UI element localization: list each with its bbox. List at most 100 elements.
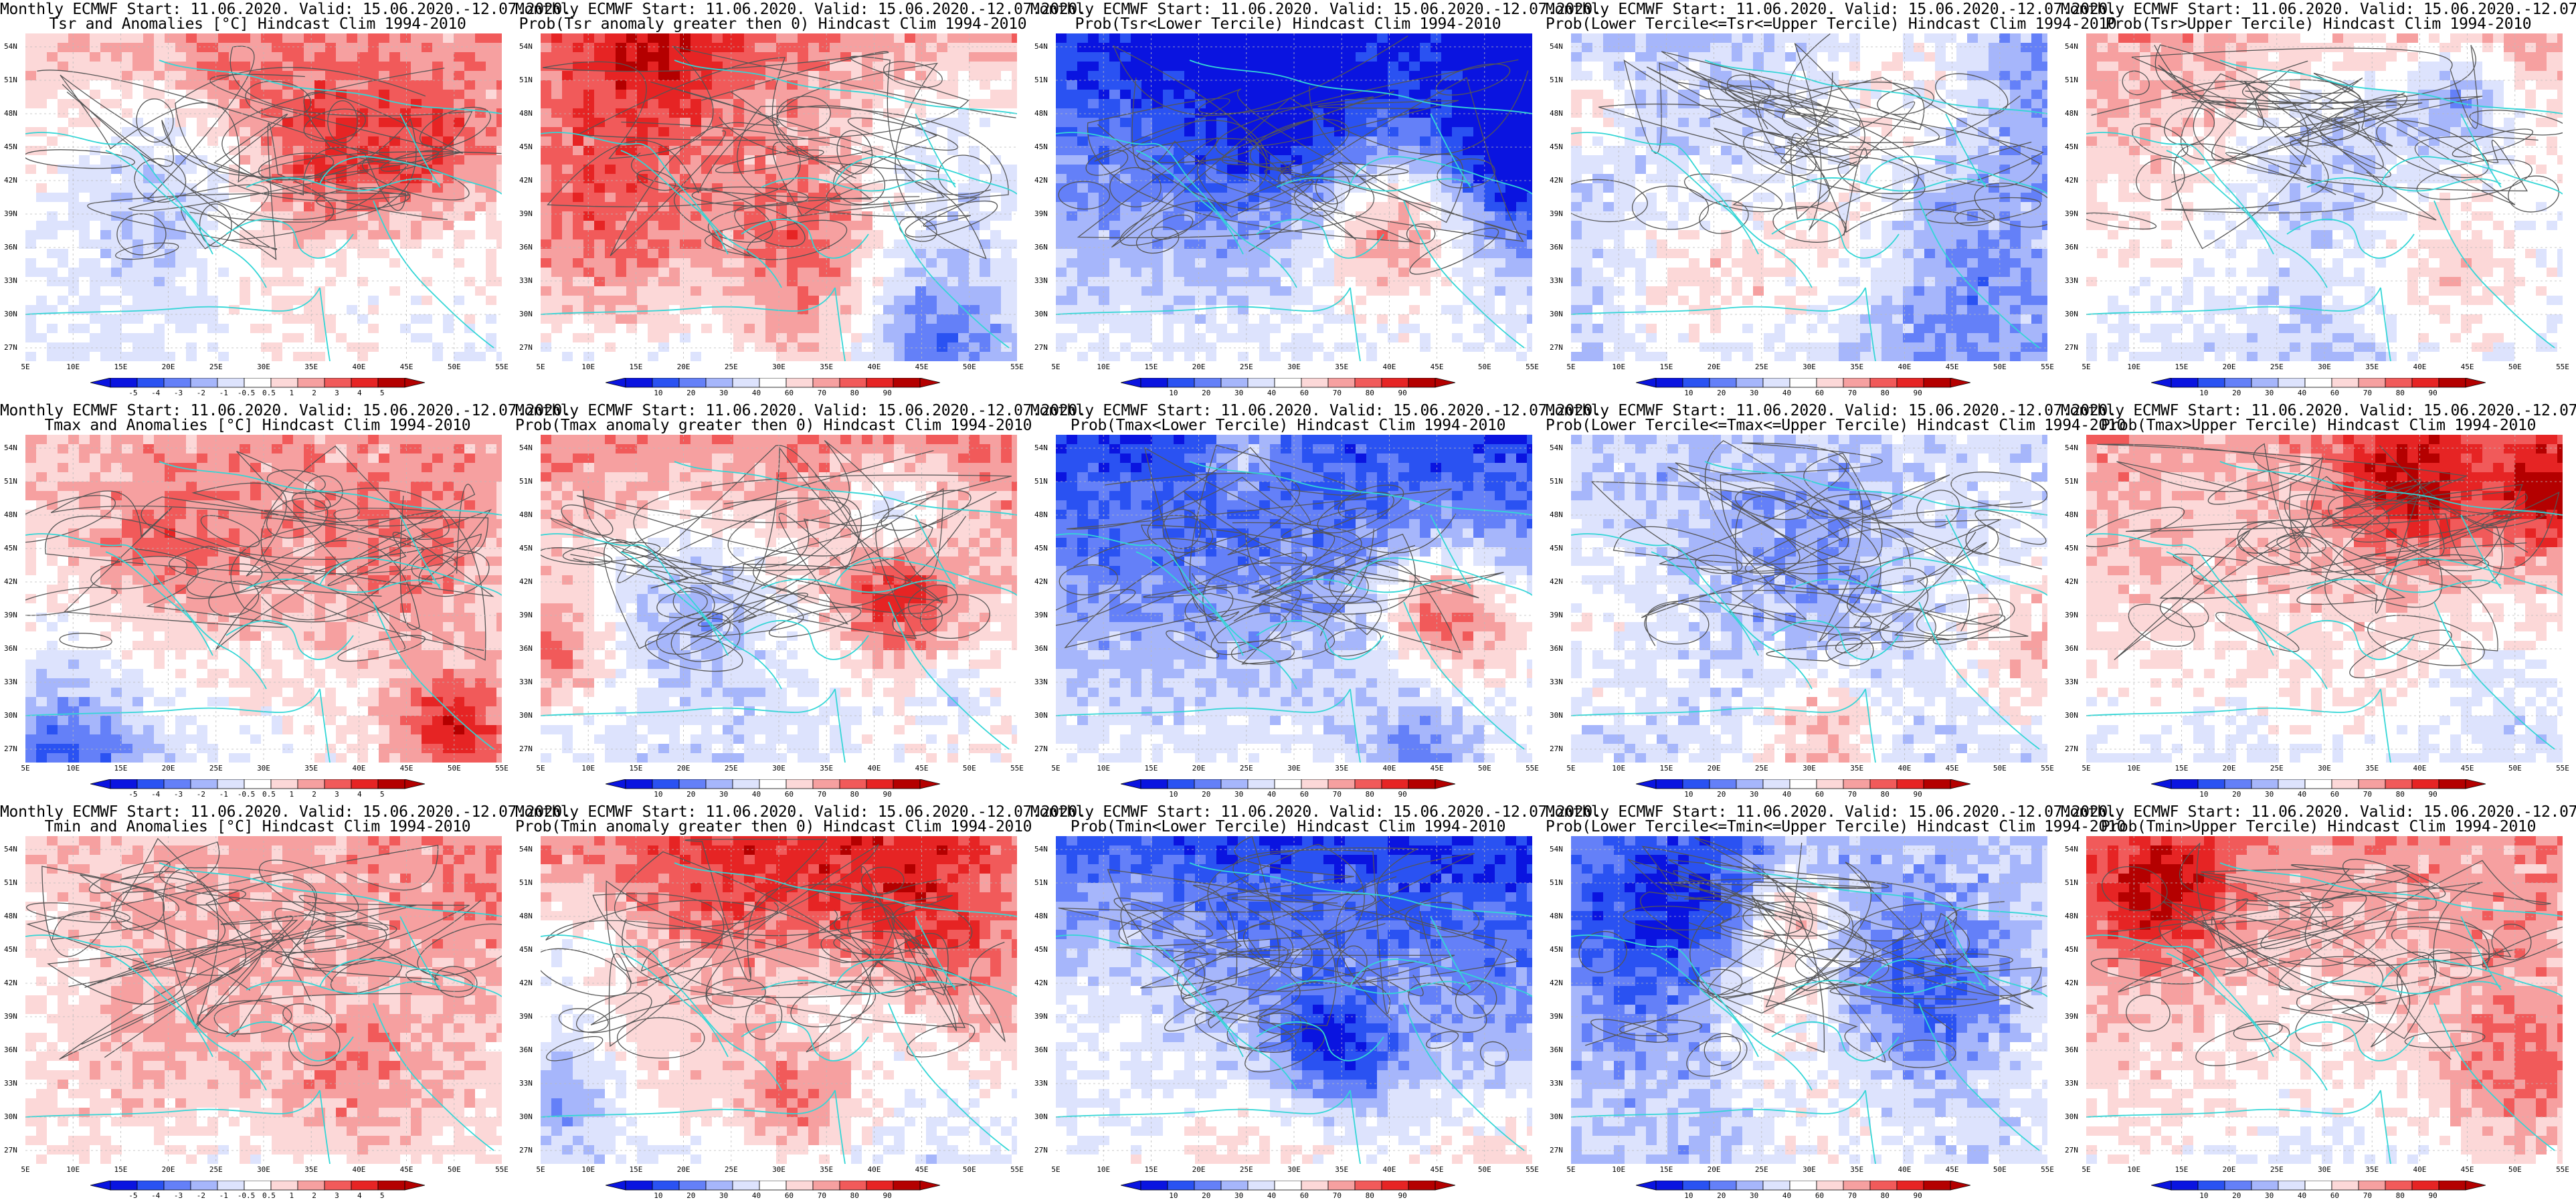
lon-tick-label: 40E: [1376, 363, 1402, 371]
graticule: [1571, 435, 2047, 763]
lat-tick-label: 48N: [2065, 110, 2078, 118]
contour-lines: [1058, 836, 1520, 1073]
colorbar-label: 30: [1226, 791, 1253, 799]
lon-tick-label: 15E: [1653, 1166, 1679, 1174]
lat-tick-label: 39N: [4, 1013, 17, 1021]
lon-tick-label: 50E: [441, 1166, 468, 1174]
colorbar-label: 40: [743, 389, 770, 397]
lon-tick-label: 55E: [488, 1166, 515, 1174]
colorbar-label: 10: [2191, 1192, 2217, 1200]
lat-tick-label: 36N: [4, 645, 17, 653]
lon-tick-label: 35E: [1843, 765, 1870, 773]
lat-tick-label: 36N: [1550, 243, 1563, 252]
lon-tick-label: 50E: [2502, 765, 2528, 773]
colorbar-label: 80: [1871, 1192, 1898, 1200]
lon-tick-label: 40E: [1376, 765, 1402, 773]
lon-tick-label: 40E: [1891, 363, 1918, 371]
colorbar-label: -2: [187, 1192, 214, 1200]
lat-tick-label: 39N: [4, 210, 17, 218]
lat-tick-label: 45N: [519, 946, 533, 954]
graticule: [541, 836, 1017, 1164]
lon-tick-label: 10E: [60, 1166, 86, 1174]
map-panel-12: Monthly ECMWF Start: 11.06.2020. Valid: …: [515, 803, 1087, 1204]
lon-tick-label: 25E: [1233, 765, 1260, 773]
lon-tick-label: 40E: [1376, 1166, 1402, 1174]
forecast-map: [1571, 836, 2047, 1164]
lon-tick-label: 20E: [670, 363, 697, 371]
lat-tick-label: 30N: [519, 1113, 533, 1121]
colorbar-label: 30: [2256, 791, 2283, 799]
lat-tick-label: 48N: [519, 912, 533, 920]
lon-tick-label: 50E: [1987, 765, 2013, 773]
colorbar-label: 80: [1871, 389, 1898, 397]
colorbar-label: 10: [2191, 389, 2217, 397]
colorbar-label: 0.5: [256, 791, 282, 799]
colorbar-label: -3: [165, 791, 192, 799]
colorbar-label: 1: [278, 389, 305, 397]
lon-tick-label: 35E: [813, 1166, 840, 1174]
lon-tick-label: 35E: [2359, 1166, 2385, 1174]
colorbar-label: 70: [2354, 1192, 2381, 1200]
lat-tick-label: 30N: [2065, 712, 2078, 720]
map-panel-14: Monthly ECMWF Start: 11.06.2020. Valid: …: [1546, 803, 2126, 1204]
lon-tick-label: 55E: [2549, 1166, 2576, 1174]
lon-tick-label: 15E: [1137, 363, 1164, 371]
lon-tick-label: 10E: [1090, 363, 1117, 371]
lon-tick-label: 45E: [393, 765, 420, 773]
lon-tick-label: 45E: [1424, 363, 1451, 371]
graticule: [1571, 836, 2047, 1164]
lon-tick-label: 25E: [203, 765, 229, 773]
graticule: [541, 33, 1017, 361]
lat-tick-label: 39N: [1550, 210, 1563, 218]
lat-tick-label: 36N: [519, 243, 533, 252]
shaded-field: [1571, 435, 2047, 763]
lon-tick-label: 15E: [2168, 765, 2195, 773]
colorbar-label: 20: [678, 1192, 705, 1200]
colorbar-label: 20: [2223, 791, 2250, 799]
lon-tick-label: 20E: [1701, 1166, 1728, 1174]
lon-tick-label: 40E: [1891, 1166, 1918, 1174]
forecast-map: [541, 33, 1017, 361]
lon-tick-label: 25E: [1748, 765, 1775, 773]
lat-tick-label: 36N: [2065, 1046, 2078, 1054]
panel-title-line2: Prob(Tmax<Lower Tercile) Hindcast Clim 1…: [1030, 417, 1546, 433]
lon-tick-label: 40E: [345, 1166, 372, 1174]
lon-tick-label: 45E: [909, 363, 935, 371]
lon-tick-label: 10E: [60, 363, 86, 371]
forecast-map: [25, 836, 502, 1164]
lon-tick-label: 45E: [1424, 1166, 1451, 1174]
colorbar-label: 60: [1291, 791, 1317, 799]
lat-tick-label: 36N: [4, 243, 17, 252]
lat-tick-label: 27N: [2065, 344, 2078, 352]
panel-title-line2: Tsr and Anomalies [°C] Hindcast Clim 199…: [0, 16, 515, 32]
lat-tick-label: 54N: [1550, 43, 1563, 51]
colorbar-label: -5: [120, 389, 147, 397]
lon-tick-label: 55E: [1519, 765, 1546, 773]
lat-tick-label: 45N: [2065, 946, 2078, 954]
lon-tick-label: 35E: [813, 363, 840, 371]
lat-tick-label: 51N: [1550, 76, 1563, 84]
colorbar: [1636, 378, 1970, 388]
colorbar-label: -5: [120, 1192, 147, 1200]
colorbar-label: -3: [165, 1192, 192, 1200]
lon-tick-label: 10E: [60, 765, 86, 773]
colorbar-label: 0.5: [256, 389, 282, 397]
lon-tick-label: 10E: [1090, 765, 1117, 773]
contour-lines: [25, 45, 502, 260]
lon-tick-label: 25E: [1233, 363, 1260, 371]
colorbar-label: 70: [1323, 1192, 1350, 1200]
contour-lines: [2086, 443, 2560, 679]
colorbar-label: 60: [2321, 1192, 2348, 1200]
lat-tick-label: 42N: [1550, 177, 1563, 185]
lat-tick-label: 42N: [1034, 578, 1048, 586]
colorbar-label: 20: [678, 791, 705, 799]
colorbar-label: 20: [1708, 1192, 1735, 1200]
colorbar: [2151, 1181, 2486, 1191]
lon-tick-label: 25E: [2264, 1166, 2290, 1174]
lat-tick-label: 39N: [519, 1013, 533, 1021]
colorbar-label: 1: [278, 791, 305, 799]
colorbar-label: 60: [1806, 791, 1833, 799]
coastlines: [1571, 60, 2047, 361]
coastlines: [541, 862, 1017, 1164]
colorbar-label: 90: [1904, 791, 1931, 799]
